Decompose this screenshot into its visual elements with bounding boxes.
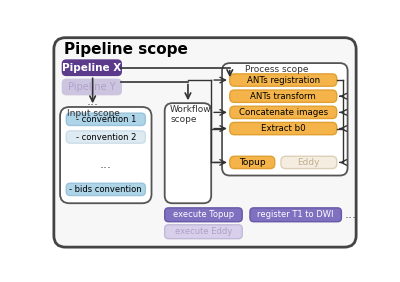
Text: ANTs transform: ANTs transform: [250, 92, 316, 101]
FancyBboxPatch shape: [54, 38, 356, 247]
FancyBboxPatch shape: [60, 107, 152, 203]
Text: Extract b0: Extract b0: [261, 124, 306, 133]
FancyBboxPatch shape: [230, 74, 337, 86]
Text: Pipeline X: Pipeline X: [62, 63, 122, 73]
Text: - convention 1: - convention 1: [76, 115, 136, 124]
Text: ANTs registration: ANTs registration: [247, 76, 320, 85]
Text: - bids convention: - bids convention: [70, 185, 142, 194]
Text: ...: ...: [100, 158, 112, 171]
Text: Concatenate images: Concatenate images: [239, 108, 328, 117]
FancyBboxPatch shape: [230, 90, 337, 102]
FancyBboxPatch shape: [222, 63, 348, 175]
FancyBboxPatch shape: [230, 156, 275, 169]
FancyBboxPatch shape: [230, 122, 337, 135]
Text: Eddy: Eddy: [298, 158, 320, 167]
Text: Process scope: Process scope: [245, 65, 309, 74]
Text: Topup: Topup: [239, 158, 266, 167]
FancyBboxPatch shape: [66, 183, 145, 195]
Text: register T1 to DWI: register T1 to DWI: [258, 210, 334, 219]
Text: - convention 2: - convention 2: [76, 133, 136, 142]
Text: ...: ...: [345, 208, 357, 221]
Text: Input scope: Input scope: [67, 109, 120, 118]
Text: ...: ...: [87, 95, 99, 108]
Text: Pipeline Y: Pipeline Y: [68, 82, 116, 92]
FancyBboxPatch shape: [230, 106, 337, 118]
FancyBboxPatch shape: [66, 113, 145, 125]
Text: Workflow
scope: Workflow scope: [170, 105, 212, 124]
FancyBboxPatch shape: [165, 225, 242, 239]
FancyBboxPatch shape: [165, 208, 242, 222]
FancyBboxPatch shape: [62, 79, 121, 95]
Text: execute Eddy: execute Eddy: [175, 227, 232, 236]
FancyBboxPatch shape: [62, 60, 121, 75]
Text: execute Topup: execute Topup: [173, 210, 234, 219]
FancyBboxPatch shape: [165, 103, 211, 203]
FancyBboxPatch shape: [281, 156, 337, 169]
FancyBboxPatch shape: [66, 131, 145, 143]
Text: Pipeline scope: Pipeline scope: [64, 42, 188, 57]
FancyBboxPatch shape: [250, 208, 342, 222]
